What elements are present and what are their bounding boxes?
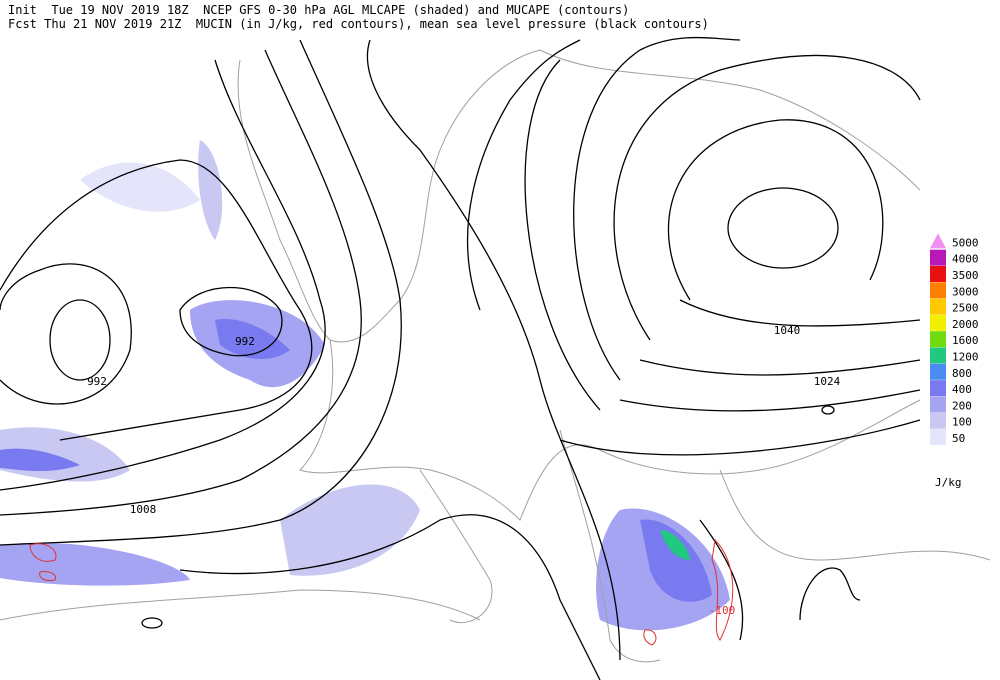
legend-swatch (930, 347, 946, 364)
legend-swatch (930, 249, 946, 266)
legend-swatch (930, 314, 946, 331)
isobar (613, 54, 921, 341)
legend-label: 2000 (952, 318, 979, 331)
cape-area (0, 542, 190, 586)
header-line: Init Tue 19 NOV 2019 18Z NCEP GFS 0-30 h… (8, 3, 630, 17)
legend-label: 2500 (952, 302, 979, 315)
isobar (49, 299, 111, 381)
isobar (179, 286, 283, 357)
cape-shading (0, 140, 730, 631)
legend-label: 1600 (952, 334, 979, 347)
isobar (699, 519, 744, 641)
coastline (719, 469, 991, 561)
coastline (539, 49, 921, 191)
contour-label: 1008 (130, 503, 157, 516)
legend-label: 5000 (952, 236, 979, 249)
pressure-contours (0, 36, 921, 680)
isobar (466, 39, 581, 311)
cin-contour (711, 538, 734, 641)
isobar (366, 39, 621, 661)
legend-label: 200 (952, 399, 972, 412)
legend-swatch (930, 266, 946, 282)
contour-labels: 992 992 1008 1040 1024 -100 (87, 324, 841, 617)
isobar (141, 617, 163, 629)
isobar (0, 159, 313, 441)
legend-swatch (930, 298, 946, 315)
isobar (727, 187, 839, 269)
contour-label: 992 (235, 335, 255, 348)
cin-contour (643, 629, 657, 646)
isobar (573, 36, 741, 381)
legend-label: 100 (952, 416, 972, 429)
legend-swatch (930, 233, 946, 249)
legend-label: 3000 (952, 285, 979, 298)
isobar (524, 59, 601, 411)
coastline (559, 429, 661, 663)
isobar (0, 263, 132, 405)
isobar (639, 359, 921, 376)
coastline (299, 339, 921, 521)
cape-area (198, 140, 223, 240)
cin-contour (39, 571, 57, 581)
legend-label: 1200 (952, 351, 979, 364)
legend-swatch (930, 412, 946, 429)
isobar (0, 49, 362, 516)
isobar (667, 119, 884, 301)
cin-contour (29, 543, 57, 562)
legend-label: 50 (952, 432, 965, 445)
legend-label: 4000 (952, 253, 979, 266)
cape-area (660, 530, 690, 560)
contour-label: 1024 (814, 375, 841, 388)
isobar (179, 514, 601, 680)
coastline (237, 49, 541, 343)
legend-label: 800 (952, 367, 972, 380)
isobar (679, 299, 921, 327)
legend-unit: J/kg (935, 476, 962, 489)
coastlines (0, 49, 991, 663)
legend-swatch (930, 331, 946, 348)
legend-swatch (930, 429, 946, 445)
cin-contours (29, 538, 734, 646)
contour-label: 1040 (774, 324, 801, 337)
isobar (0, 39, 402, 546)
legend-swatch (930, 380, 946, 397)
legend-swatch (930, 363, 946, 380)
isobar (799, 567, 861, 621)
contour-label: -100 (709, 604, 736, 617)
isobar (821, 405, 835, 415)
isobar (619, 389, 921, 412)
legend-swatch (930, 282, 946, 299)
legend: 50 100 200 400 800 1200 1600 2000 2500 3000 3500 40… (930, 233, 979, 489)
header-line: Fcst Thu 21 NOV 2019 21Z MUCIN (in J/kg,… (8, 17, 709, 31)
cape-area (0, 448, 80, 472)
legend-swatch (930, 396, 946, 413)
cape-area (80, 162, 200, 212)
isobar (0, 59, 326, 491)
isobar (559, 419, 921, 456)
cape-area (280, 484, 420, 576)
coastline (0, 589, 481, 621)
cape-area (215, 319, 290, 360)
cape-area (640, 519, 712, 602)
contour-label: 992 (87, 375, 107, 388)
legend-label: 3500 (952, 269, 979, 282)
legend-label: 400 (952, 383, 972, 396)
coastline (419, 469, 493, 624)
